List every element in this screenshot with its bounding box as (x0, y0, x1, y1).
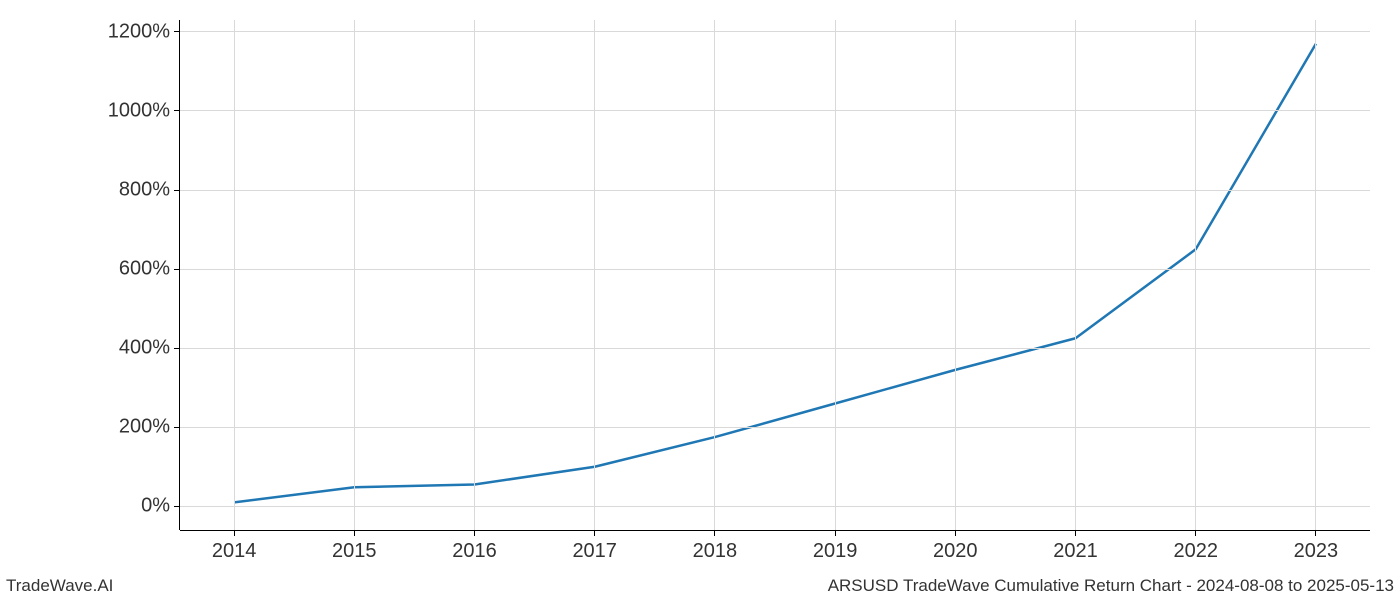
y-tick-label: 0% (141, 495, 170, 518)
x-grid-line (474, 20, 475, 530)
footer-right-label: ARSUSD TradeWave Cumulative Return Chart… (828, 576, 1394, 596)
left-spine (179, 20, 180, 530)
y-tick-label: 600% (119, 258, 170, 281)
y-grid-line (180, 31, 1370, 32)
y-tick-label: 800% (119, 179, 170, 202)
x-grid-line (714, 20, 715, 530)
y-grid-line (180, 348, 1370, 349)
x-tick-label: 2021 (1053, 540, 1098, 563)
x-grid-line (1315, 20, 1316, 530)
x-grid-line (594, 20, 595, 530)
x-tick-label: 2023 (1294, 540, 1339, 563)
y-tick-label: 200% (119, 416, 170, 439)
y-tick-label: 1200% (108, 20, 170, 43)
x-grid-line (1075, 20, 1076, 530)
y-grid-line (180, 269, 1370, 270)
x-tick-label: 2018 (693, 540, 738, 563)
y-grid-line (180, 427, 1370, 428)
x-grid-line (955, 20, 956, 530)
x-grid-line (835, 20, 836, 530)
x-tick-label: 2017 (572, 540, 617, 563)
chart-container: 0% 200% 400% 600% 800% 1000% 1200% 2014 2015 2016… (0, 0, 1400, 600)
y-tick-label: 1000% (108, 99, 170, 122)
x-tick-label: 2022 (1173, 540, 1218, 563)
x-tick-label: 2020 (933, 540, 978, 563)
series-line (234, 44, 1316, 503)
bottom-spine (180, 530, 1370, 531)
x-tick-label: 2015 (332, 540, 377, 563)
x-grid-line (234, 20, 235, 530)
y-tick-label: 400% (119, 337, 170, 360)
y-grid-line (180, 110, 1370, 111)
x-tick-label: 2014 (212, 540, 257, 563)
x-tick-label: 2019 (813, 540, 858, 563)
y-grid-line (180, 190, 1370, 191)
x-grid-line (354, 20, 355, 530)
y-grid-line (180, 506, 1370, 507)
x-grid-line (1195, 20, 1196, 530)
chart-line-svg (0, 0, 1400, 600)
footer-left-label: TradeWave.AI (6, 576, 113, 596)
x-tick-label: 2016 (452, 540, 497, 563)
